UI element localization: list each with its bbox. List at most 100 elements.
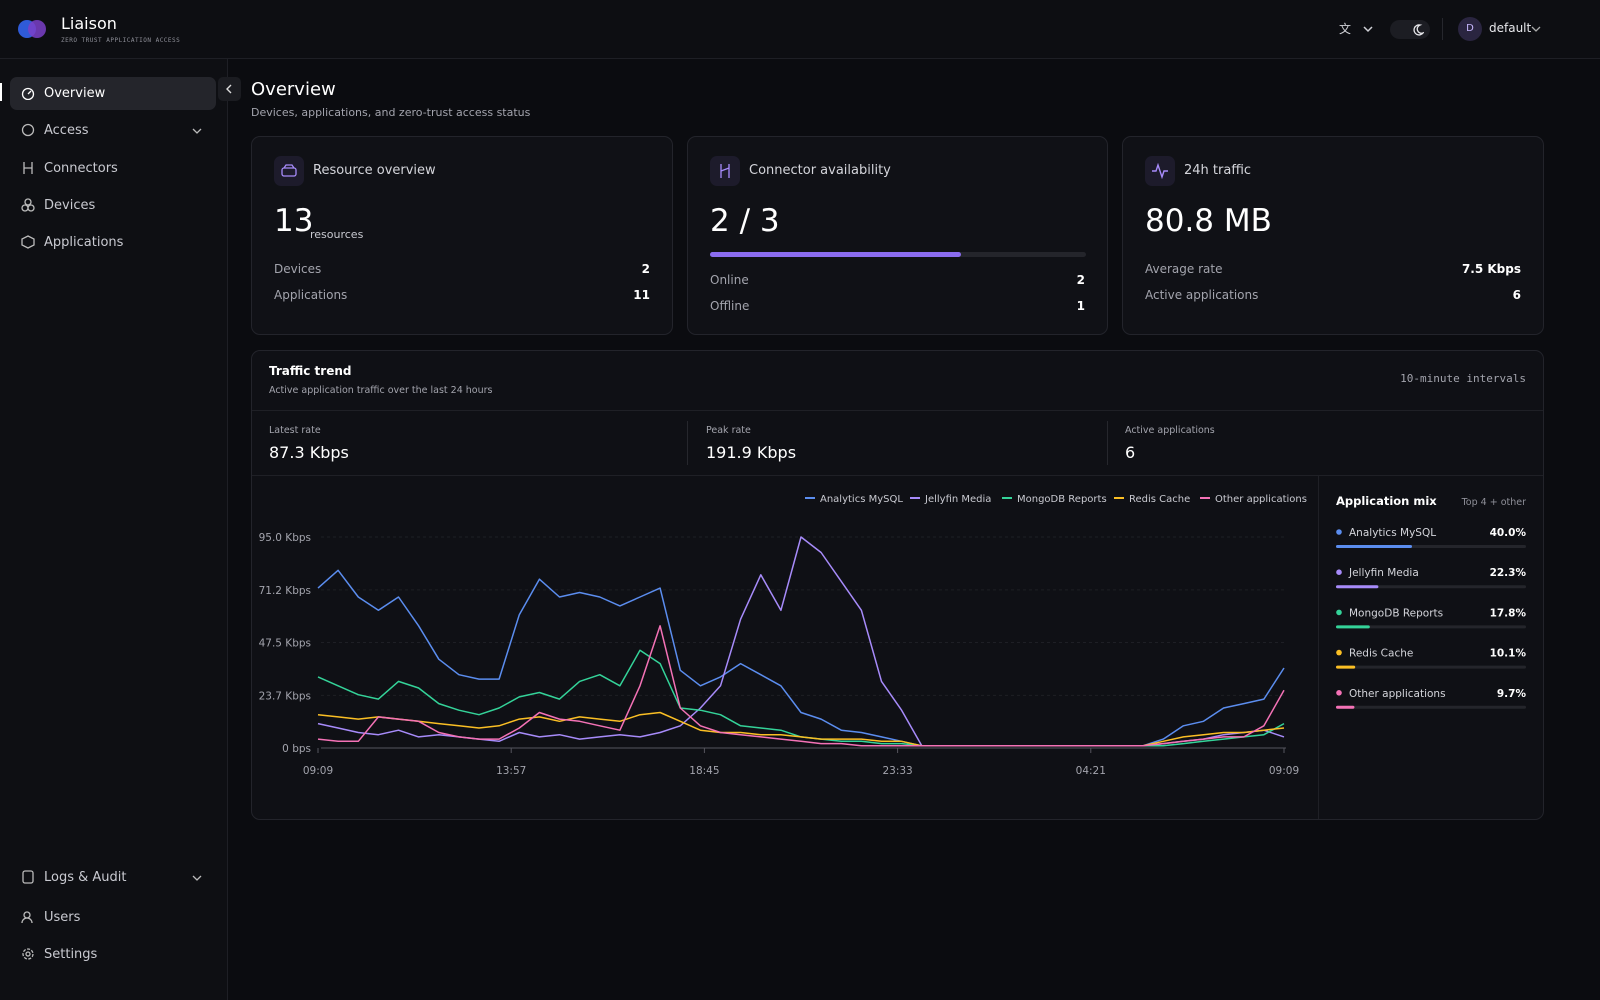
legend-label: Redis Cache [1129, 494, 1190, 505]
row-label: Applications [274, 288, 348, 302]
row-value: 7.5 Kbps [1461, 262, 1521, 276]
panel-title: Traffic trend [269, 364, 352, 378]
nav-item[interactable]: Applications [10, 226, 216, 259]
legend-label: Jellyfin Media [924, 494, 991, 505]
sidebar: Overview Access Connectors Devices Appli… [0, 59, 228, 1000]
panel-subtitle: Active application traffic over the last… [269, 385, 493, 396]
nav-item[interactable]: Connectors [10, 152, 216, 185]
progress-fill [710, 252, 961, 257]
mix-track [1336, 665, 1526, 669]
card-title: 24h traffic [1184, 163, 1252, 178]
y-tick-label: 23.7 Kbps [259, 690, 311, 702]
mix-dot [1336, 690, 1342, 696]
page-title: Overview [251, 79, 336, 100]
nav-item[interactable]: Settings [10, 938, 216, 971]
brand-tagline: ZERO TRUST APPLICATION ACCESS [61, 37, 181, 44]
series-line [317, 536, 1285, 747]
svg-text:文: 文 [1339, 21, 1351, 36]
nav-label: Users [44, 910, 81, 925]
mix-label: Redis Cache [1349, 648, 1413, 660]
chevron [1531, 26, 1541, 32]
stat-label: Peak rate [706, 425, 751, 436]
mix-bar [1336, 625, 1370, 629]
divider [687, 421, 688, 465]
card-value: 2 / 3 [710, 203, 780, 239]
mix-bar [1336, 545, 1412, 548]
language-button[interactable]: 文 [1338, 20, 1374, 38]
user-name[interactable]: default [1489, 21, 1532, 35]
mix-bar [1336, 705, 1355, 709]
nav-item[interactable]: Overview [10, 77, 216, 110]
stat-label: Active applications [1125, 425, 1215, 436]
card-value: 13 [274, 203, 314, 239]
card-icon [710, 156, 740, 186]
divider [252, 410, 1543, 411]
mix-value: 10.1% [1490, 648, 1527, 660]
mix-dot [1336, 569, 1342, 575]
series-line [317, 625, 1285, 747]
card-icon [274, 156, 304, 186]
mix-dot [1336, 529, 1342, 535]
card: Connector availability 2 / 3 Online 2 Off… [687, 136, 1108, 335]
x-tick-label: 09:09 [1269, 765, 1299, 777]
nav-item[interactable]: Users [10, 901, 216, 934]
logo [18, 20, 46, 38]
mix-bar [1336, 665, 1356, 669]
series-line [317, 649, 1285, 747]
legend-label: Other applications [1215, 494, 1307, 505]
x-tick-label: 13:57 [496, 765, 526, 777]
interval-label: 10-minute intervals [1400, 372, 1526, 385]
y-tick-label: 0 bps [282, 743, 311, 755]
theme-toggle[interactable] [1390, 20, 1430, 39]
mix-bar [1336, 585, 1379, 589]
mix-value: 9.7% [1497, 688, 1527, 700]
collapse-button[interactable] [218, 77, 241, 101]
nav-label: Logs & Audit [44, 870, 127, 885]
row-value: 6 [1512, 288, 1521, 302]
divider [252, 475, 1543, 476]
mix-value: 22.3% [1490, 567, 1527, 579]
mix-label: Jellyfin Media [1348, 567, 1419, 579]
row-value: 1 [1076, 299, 1085, 313]
card-value: 80.8 MB [1145, 203, 1272, 239]
card: 24h traffic 80.8 MB Average rate 7.5 Kbps… [1122, 136, 1544, 335]
mix-value: 17.8% [1490, 607, 1527, 619]
nav-label: Access [44, 123, 89, 138]
row-value: 11 [633, 288, 650, 302]
nav-item[interactable]: Access [10, 114, 216, 147]
x-tick-label: 09:09 [303, 765, 333, 777]
row-value: 2 [641, 262, 650, 276]
nav-item[interactable]: Devices [10, 189, 216, 222]
mix-dot [1336, 609, 1342, 616]
legend-label: Analytics MySQL [820, 494, 903, 505]
row-label: Offline [710, 299, 750, 313]
mix-label: Other applications [1349, 688, 1446, 700]
card: Resource overview 13 resources Devices 2 … [251, 136, 673, 335]
mix-subtitle: Top 4 + other [1461, 497, 1526, 508]
row-label: Active applications [1145, 288, 1259, 302]
series-line [317, 569, 1285, 747]
divider [1318, 476, 1319, 819]
page-subtitle: Devices, applications, and zero-trust ac… [251, 106, 531, 119]
nav-label: Connectors [44, 161, 118, 176]
y-tick-label: 47.5 Kbps [259, 638, 311, 650]
legend-label: MongoDB Reports [1017, 494, 1107, 505]
mix-track [1336, 705, 1526, 709]
stat-value: 87.3 Kbps [269, 443, 349, 462]
mix-track [1336, 625, 1526, 629]
card-icon [1145, 156, 1175, 186]
y-tick-label: 95.0 Kbps [259, 532, 311, 544]
mix-title: Application mix [1336, 494, 1437, 508]
stat-label: Latest rate [269, 425, 321, 436]
card-title: Resource overview [313, 163, 436, 178]
row-label: Average rate [1145, 262, 1223, 276]
traffic-panel: Traffic trend Active application traffic… [251, 350, 1544, 820]
brand-name: Liaison [61, 14, 117, 33]
mix-track [1336, 585, 1526, 589]
y-tick-label: 71.2 Kbps [259, 585, 311, 597]
avatar[interactable]: D [1458, 17, 1482, 41]
nav-item[interactable]: Logs & Audit [10, 861, 216, 894]
x-tick-label: 18:45 [689, 765, 719, 777]
